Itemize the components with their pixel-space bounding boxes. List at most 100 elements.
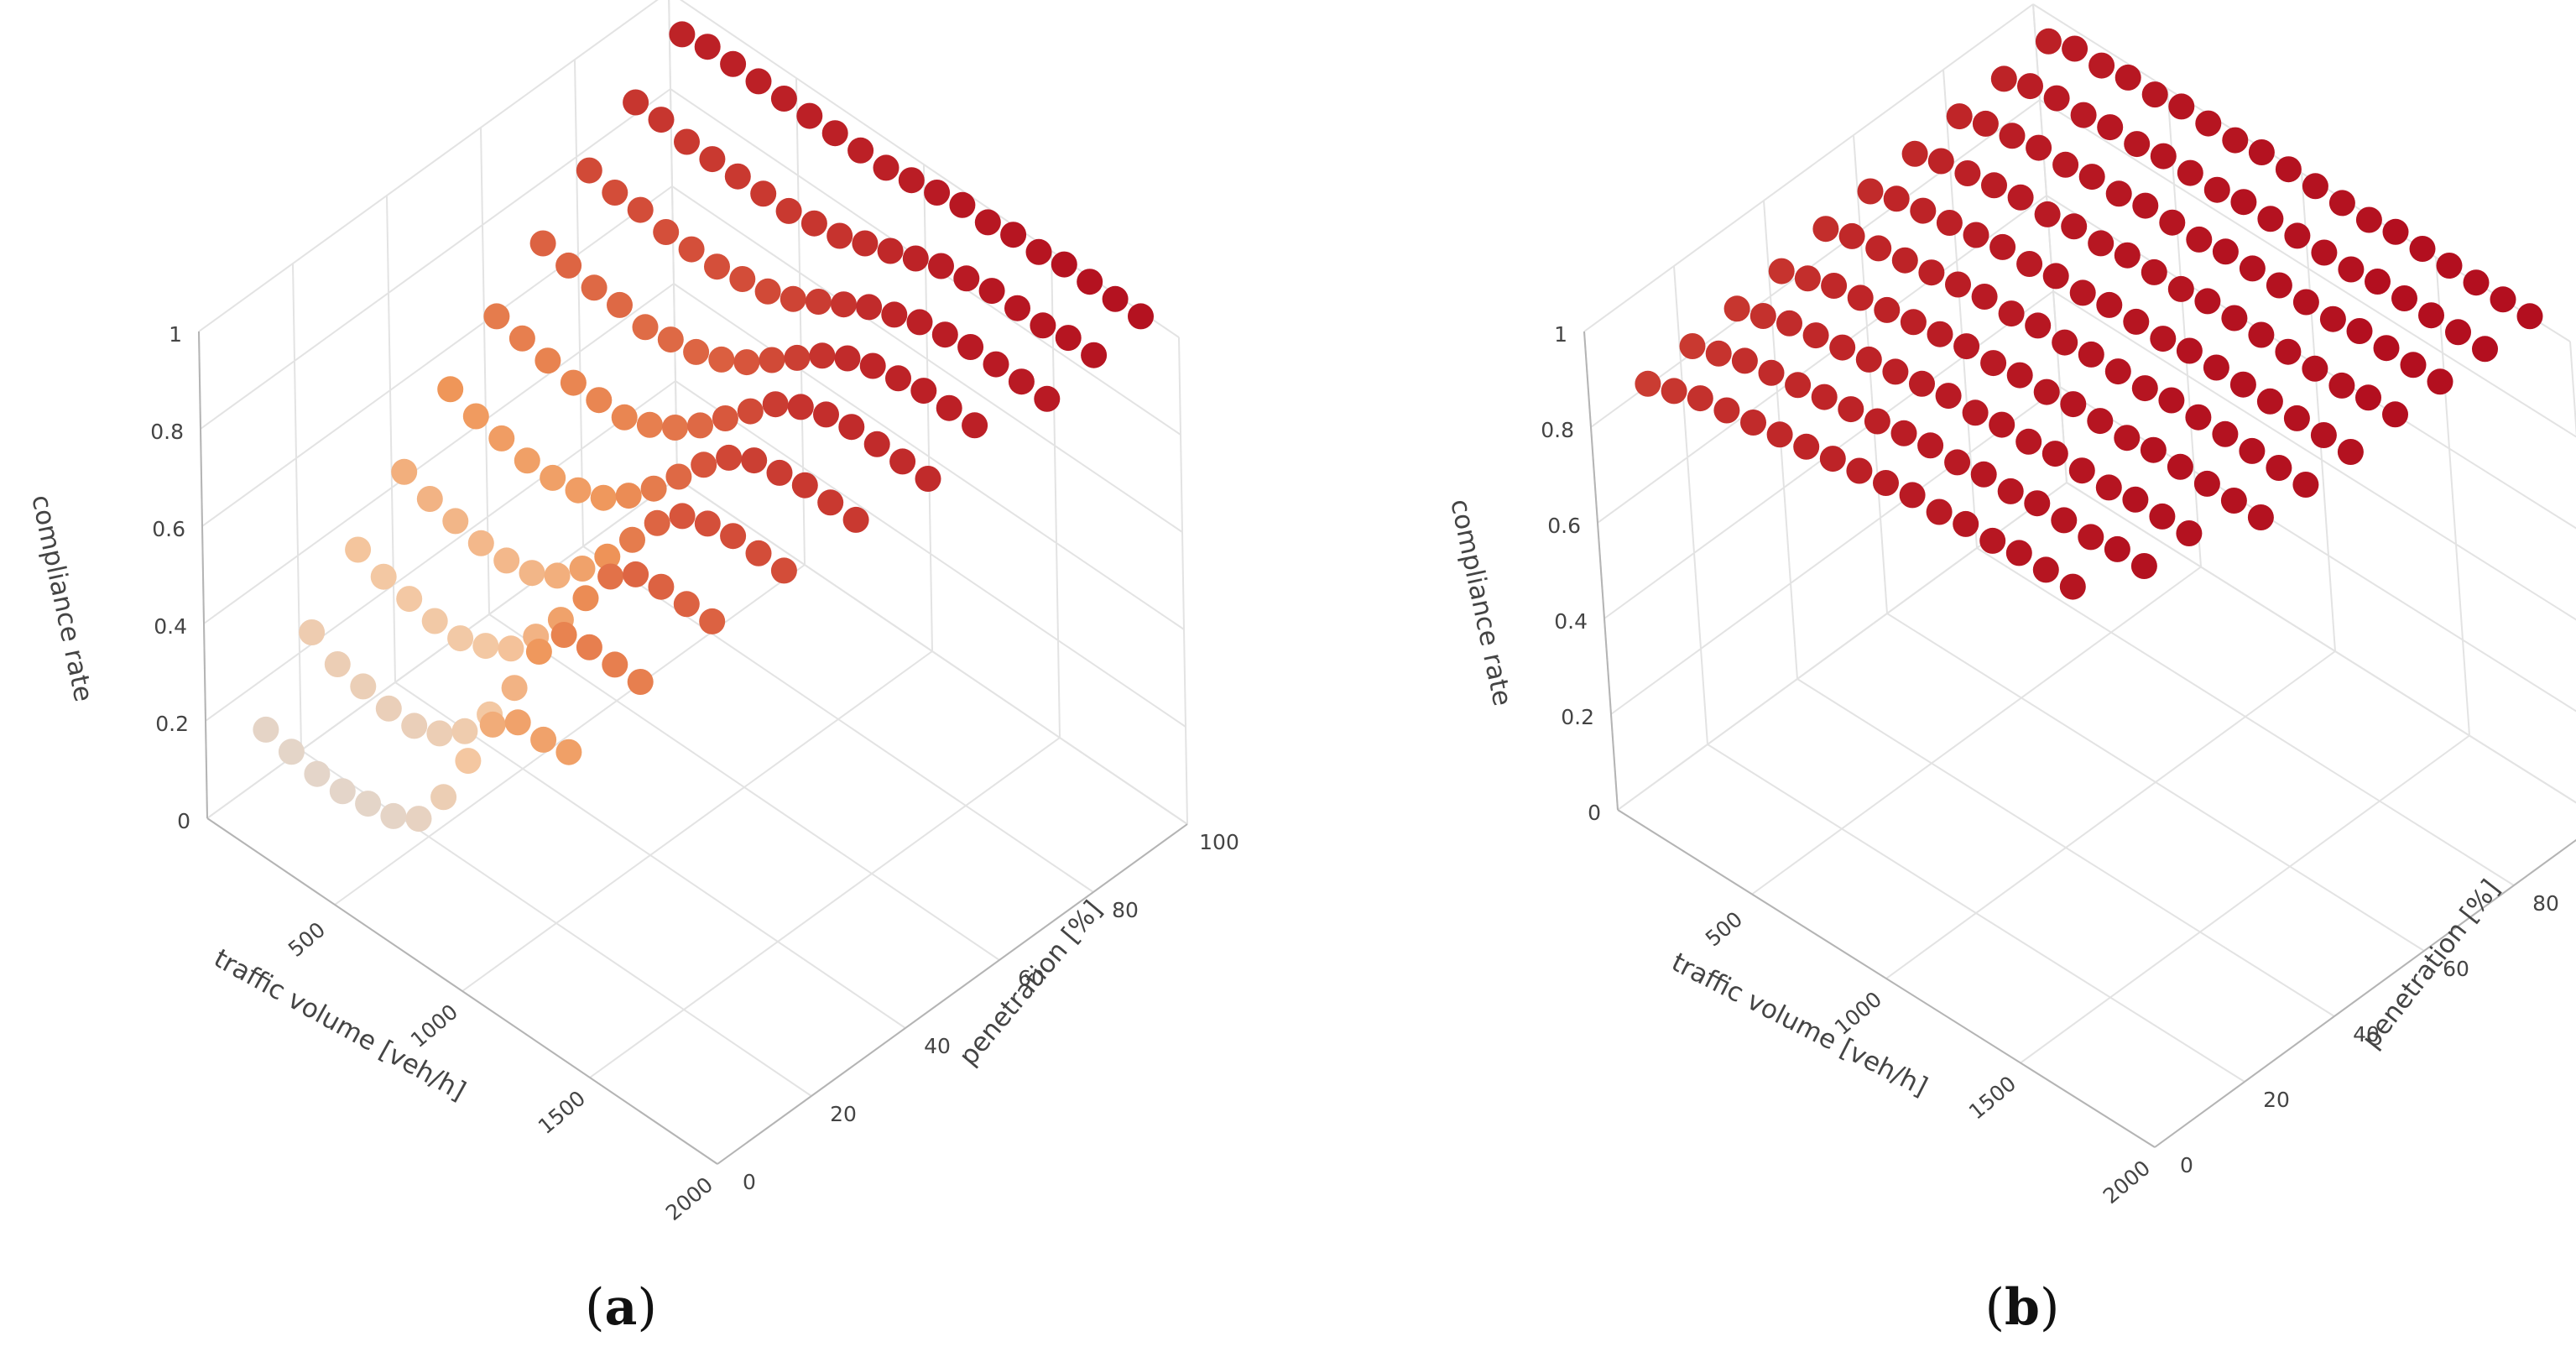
data-point xyxy=(2193,470,2220,497)
back-wall-grid-line xyxy=(673,283,1185,630)
data-point xyxy=(350,673,377,700)
data-point xyxy=(2203,176,2230,203)
data-point xyxy=(1705,340,1732,367)
side-wall-grid-line xyxy=(1942,69,1978,549)
z-tick-label: 1 xyxy=(169,322,182,347)
panel-b-points xyxy=(1635,28,2543,600)
side-wall-grid-line xyxy=(205,380,676,722)
data-point xyxy=(2062,35,2088,62)
data-point xyxy=(2130,553,2157,579)
data-point xyxy=(834,345,861,372)
data-point xyxy=(2035,28,2062,55)
back-wall-grid-line xyxy=(2066,482,2576,804)
data-point xyxy=(1731,347,1758,374)
data-point xyxy=(2346,318,2373,344)
panel-a-axes xyxy=(198,331,1188,1165)
data-point xyxy=(2150,143,2177,170)
side-wall-grid-line xyxy=(1583,3,2034,332)
data-point xyxy=(915,466,941,492)
data-point xyxy=(931,321,958,348)
data-point xyxy=(745,68,772,95)
data-point xyxy=(770,86,797,112)
data-point xyxy=(508,325,535,352)
side-wall-grid-line xyxy=(1597,195,2047,524)
data-point xyxy=(983,351,1009,378)
data-point xyxy=(2222,127,2249,154)
floor-grid-line xyxy=(488,613,1000,961)
data-point xyxy=(2436,253,2463,279)
data-point xyxy=(1034,385,1061,412)
data-point xyxy=(787,394,814,420)
floor-grid-line xyxy=(394,681,906,1029)
data-point xyxy=(2311,239,2338,266)
data-point xyxy=(2052,329,2078,356)
data-point xyxy=(2078,164,2105,191)
z-tick-label: 0 xyxy=(1588,801,1601,825)
data-point xyxy=(2115,64,2141,91)
data-point xyxy=(1980,350,2007,377)
data-point xyxy=(2087,408,2114,435)
data-point xyxy=(329,778,356,805)
data-point xyxy=(1857,178,1884,205)
data-point xyxy=(1838,222,1865,249)
data-point xyxy=(877,238,904,264)
data-point xyxy=(770,557,797,584)
data-point xyxy=(1793,433,1820,460)
data-point xyxy=(2105,180,2132,207)
data-point xyxy=(936,394,962,421)
data-point xyxy=(687,412,713,439)
data-point xyxy=(720,523,747,550)
back-wall-grid-line xyxy=(2435,257,2470,736)
data-point xyxy=(2016,251,2043,277)
data-point xyxy=(1802,322,1829,349)
data-point xyxy=(1864,408,1890,435)
data-point xyxy=(590,484,617,511)
data-point xyxy=(2212,420,2239,447)
data-point xyxy=(2292,289,2319,316)
data-point xyxy=(831,291,857,318)
panel-a-ylabel: penetration [%] xyxy=(953,895,1108,1071)
data-point xyxy=(2042,263,2069,290)
data-point xyxy=(602,651,628,678)
panel-a-points xyxy=(253,21,1154,833)
data-point xyxy=(581,274,607,301)
data-point xyxy=(1989,411,2015,438)
data-point xyxy=(2239,255,2266,282)
data-point xyxy=(720,50,747,77)
data-point xyxy=(2248,139,2275,165)
data-point xyxy=(1891,247,1918,274)
back-wall-grid-line xyxy=(1178,337,1188,825)
data-point xyxy=(2061,213,2088,240)
data-point xyxy=(1838,396,1864,423)
y-tick-label: 80 xyxy=(1112,898,1139,922)
side-wall-grid-line xyxy=(1853,134,1888,614)
data-point xyxy=(1758,359,1785,386)
data-point xyxy=(401,713,428,739)
x-tick-label: 1500 xyxy=(534,1086,590,1139)
data-point xyxy=(1954,160,1981,186)
data-point xyxy=(657,326,684,353)
data-point xyxy=(2176,520,2203,546)
floor-grid-line xyxy=(1796,678,2335,1017)
data-point xyxy=(2177,159,2203,186)
floor-grid-line xyxy=(582,545,1094,893)
data-point xyxy=(2141,81,2168,108)
data-point xyxy=(278,739,305,765)
data-point xyxy=(669,21,696,48)
data-point xyxy=(451,718,478,744)
z-tick-label: 0.2 xyxy=(1561,705,1594,729)
data-point xyxy=(2051,507,2078,534)
data-point xyxy=(2042,441,2068,467)
data-point xyxy=(674,128,700,155)
data-point xyxy=(1776,310,1802,337)
x-tick-label: 1000 xyxy=(406,1000,462,1052)
y-tick-label: 40 xyxy=(2353,1022,2380,1047)
data-point xyxy=(881,301,908,328)
data-point xyxy=(430,784,457,811)
data-point xyxy=(472,633,499,660)
data-point xyxy=(555,739,582,765)
data-point xyxy=(889,448,916,475)
y-axis-line xyxy=(2154,838,2576,1148)
data-point xyxy=(1874,296,1901,323)
